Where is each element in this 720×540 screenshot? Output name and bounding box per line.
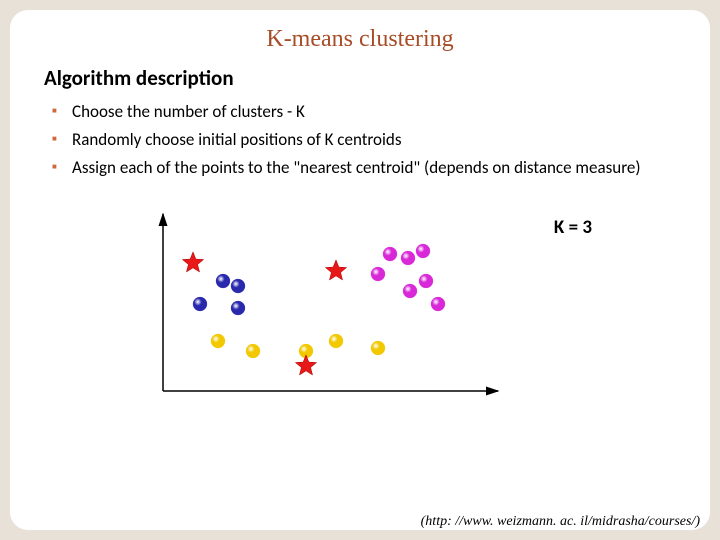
slide-title: K-means clustering	[38, 26, 682, 53]
list-item: Randomly choose initial positions of K c…	[52, 129, 682, 152]
slide-card: K-means clustering Algorithm description…	[10, 10, 710, 530]
scatter-chart	[88, 196, 508, 416]
chart-area: K = 3	[38, 186, 682, 426]
list-item: Choose the number of clusters - K	[52, 101, 682, 124]
k-label: K = 3	[554, 216, 592, 239]
list-item: Assign each of the points to the "neares…	[52, 157, 682, 180]
section-heading: Algorithm description	[44, 65, 682, 91]
bullet-list: Choose the number of clusters - K Random…	[52, 101, 682, 180]
source-citation: (http: //www. weizmann. ac. il/midrasha/…	[421, 514, 700, 530]
